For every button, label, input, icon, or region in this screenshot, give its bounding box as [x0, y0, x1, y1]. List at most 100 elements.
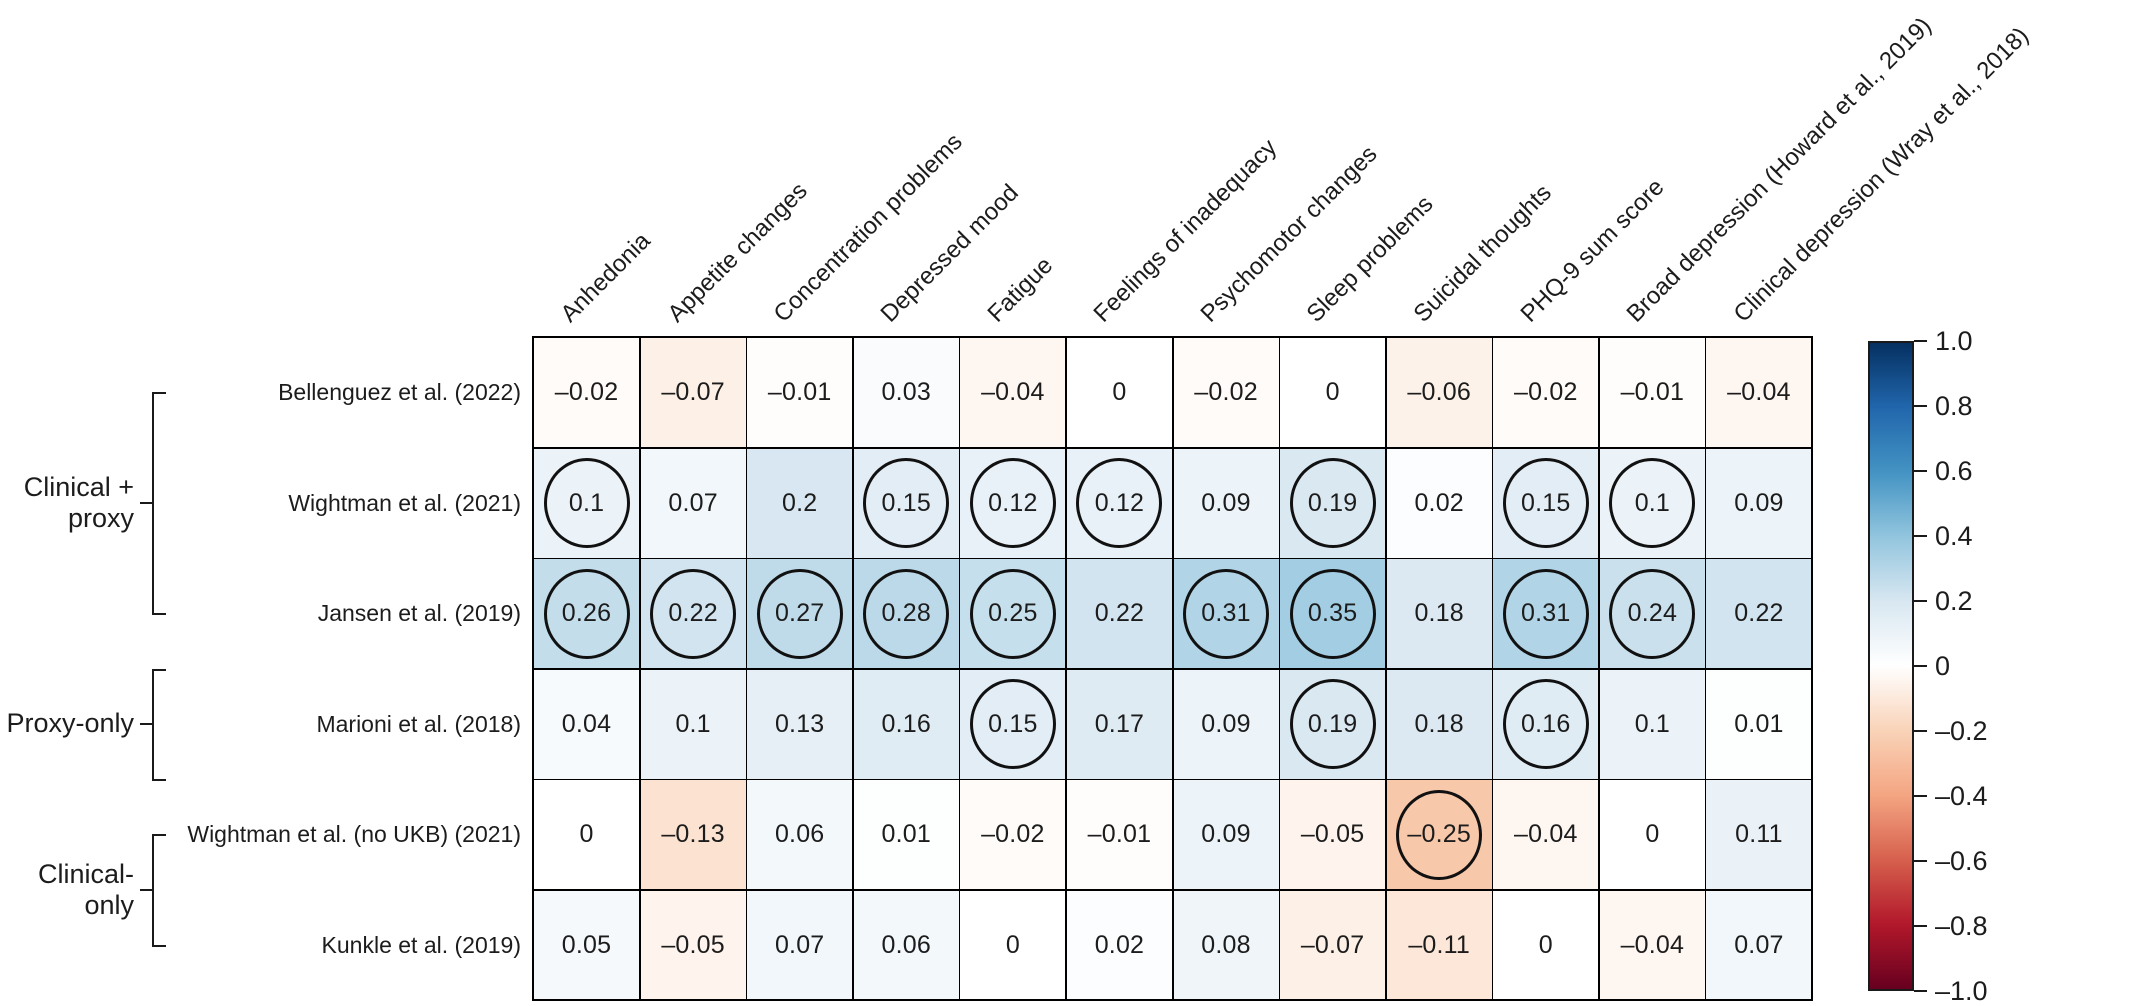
heatmap-cell: 0 [959, 889, 1067, 1001]
colorbar-tick-label: 0 [1935, 651, 1951, 681]
colorbar-tick [1914, 990, 1927, 992]
colorbar-tick [1914, 860, 1927, 862]
heatmap-cell: –0.25 [1385, 779, 1493, 890]
colorbar-tick-label: 0.4 [1935, 521, 1973, 551]
cell-value: 0.17 [1094, 709, 1145, 738]
heatmap-cell: 0.1 [1598, 668, 1706, 780]
colorbar-tick-label: 0.2 [1935, 586, 1973, 616]
colorbar-tick [1914, 600, 1927, 602]
colorbar-tick-label: –1.0 [1935, 976, 1988, 1006]
cell-value: –0.04 [1727, 378, 1791, 406]
cell-value: 0.27 [774, 599, 825, 627]
group-label: Clinical + proxy [24, 472, 134, 534]
cell-value: –0.04 [1514, 820, 1578, 848]
heatmap-cell: 0 [1065, 337, 1173, 448]
heatmap-cell: –0.04 [1492, 779, 1600, 890]
cell-value: 0.25 [988, 599, 1038, 627]
colorbar-tick-label: –0.4 [1935, 781, 1988, 811]
cell-value: 0.08 [1201, 930, 1251, 959]
heatmap-cell: 0.24 [1598, 558, 1706, 669]
cell-value: 0.18 [1414, 599, 1464, 627]
bracket-label-tick [140, 501, 152, 504]
column-label: Psychomotor changes [1195, 140, 1383, 328]
cell-value: 0.15 [1521, 488, 1571, 517]
cell-value: –0.01 [767, 378, 832, 406]
cell-value: 0.2 [782, 488, 818, 517]
heatmap-cell: 0.05 [533, 889, 641, 1001]
heatmap-cell: –0.05 [1279, 779, 1387, 890]
colorbar-tick [1914, 405, 1927, 407]
cell-value: 0.09 [1201, 820, 1251, 848]
heatmap-cell: 0.19 [1279, 447, 1387, 559]
row-label: Wightman et al. (no UKB) (2021) [187, 821, 521, 848]
significance-circle [543, 568, 630, 659]
significance-circle [1396, 789, 1483, 880]
heatmap-cell: 0.06 [852, 889, 960, 1001]
cell-value: 0.22 [668, 599, 718, 627]
heatmap-cell: 0.18 [1385, 668, 1493, 780]
cell-value: –0.07 [1300, 930, 1365, 959]
heatmap-cell: –0.07 [1279, 889, 1387, 1001]
cell-value: 0.15 [881, 488, 932, 517]
significance-circle [1502, 568, 1589, 659]
cell-value: –0.06 [1407, 378, 1471, 406]
bracket-vertical-line [152, 668, 154, 781]
bracket-bottom-arm [152, 779, 166, 781]
cell-value: 0.19 [1307, 709, 1358, 738]
heatmap-cell: 0.1 [1598, 447, 1706, 559]
heatmap-cell: 0.04 [533, 668, 641, 780]
cell-value: 0.07 [774, 930, 825, 959]
heatmap-cell: 0.09 [1705, 447, 1813, 559]
heatmap-cell: 0.11 [1705, 779, 1813, 890]
cell-value: 0.24 [1627, 599, 1678, 627]
significance-circle [863, 458, 950, 548]
cell-value: 0.11 [1735, 820, 1783, 848]
heatmap-cell: 0.22 [1705, 558, 1813, 669]
group-label-line: Proxy-only [6, 708, 134, 739]
cell-value: 0.07 [1734, 930, 1784, 959]
heatmap-cell: 0.12 [959, 447, 1067, 559]
heatmap-cell: 0.07 [746, 889, 854, 1001]
cell-value: 0.31 [1201, 599, 1251, 627]
heatmap-cell: –0.06 [1385, 337, 1493, 448]
heatmap-cell: 0.16 [1492, 668, 1600, 780]
cell-value: –0.04 [981, 378, 1045, 406]
row-label: Jansen et al. (2019) [317, 600, 521, 627]
significance-circle [1609, 458, 1696, 548]
heatmap-cell: –0.01 [1065, 779, 1173, 890]
group-label-line: Clinical- [37, 858, 134, 889]
cell-value: 0.04 [561, 709, 612, 738]
heatmap-cell: 0.31 [1492, 558, 1600, 669]
heatmap-cell: –0.01 [746, 337, 854, 448]
colorbar-tick [1914, 470, 1927, 472]
heatmap-cell: 0.15 [1492, 447, 1600, 559]
significance-circle [1183, 568, 1270, 659]
row-label: Marioni et al. (2018) [316, 710, 521, 737]
cell-value: –0.25 [1407, 820, 1471, 848]
group-label-line: Clinical + [23, 471, 134, 502]
heatmap-cell: –0.05 [639, 889, 747, 1001]
significance-circle [969, 568, 1056, 659]
cell-value: 0.01 [1734, 709, 1784, 738]
heatmap-cell: 0.22 [639, 558, 747, 669]
cell-value: 0.09 [1201, 709, 1251, 738]
heatmap-cell: 0.19 [1279, 668, 1387, 780]
significance-circle [863, 568, 950, 659]
cell-value: –0.13 [661, 820, 725, 848]
cell-value: 0.31 [1521, 599, 1571, 627]
group-label-line: proxy [67, 502, 134, 533]
bracket-vertical-line [152, 834, 154, 947]
cell-value: 0.09 [1734, 488, 1784, 517]
heatmap-cell: 0.2 [746, 447, 854, 559]
significance-circle [1502, 679, 1589, 769]
significance-circle [1502, 458, 1589, 548]
heatmap-cell: 0.16 [852, 668, 960, 780]
cell-value: –0.04 [1620, 930, 1685, 959]
heatmap-cell: –0.02 [533, 337, 641, 448]
heatmap-cell: 0.07 [639, 447, 747, 559]
heatmap-cell: 0 [1279, 337, 1387, 448]
colorbar [1868, 341, 1914, 991]
colorbar-tick-label: –0.2 [1935, 716, 1988, 746]
cell-value: 0 [1005, 930, 1020, 959]
significance-circle [969, 679, 1056, 769]
